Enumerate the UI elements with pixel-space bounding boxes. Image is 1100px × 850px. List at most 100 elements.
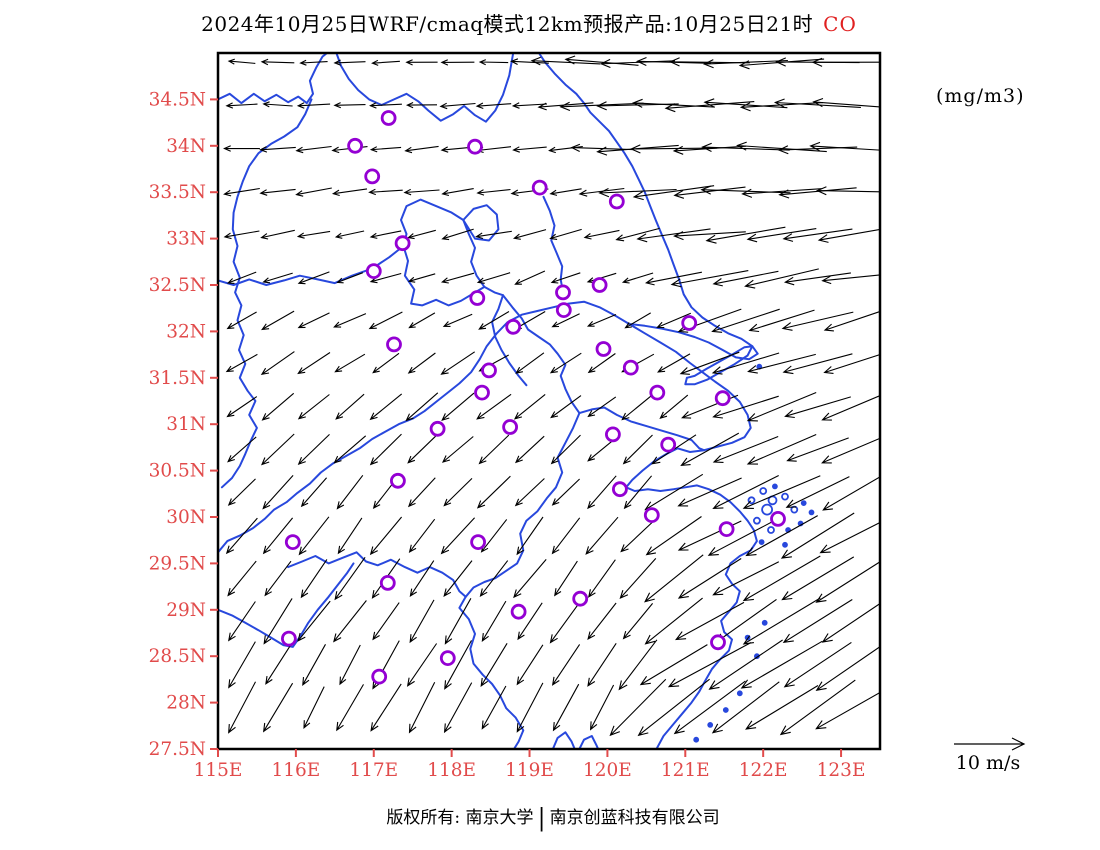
wind-arrow [746,228,817,243]
wind-arrow [369,393,403,421]
city-marker [622,359,639,376]
city-marker [394,235,411,252]
y-tick-label: 34N [166,136,206,157]
plot-frame [216,51,882,751]
wind-arrow [822,476,880,511]
wind-arrow [551,644,581,686]
wind-arrow [587,396,617,418]
boundary-wan-gan-border [287,551,467,598]
wind-arrow [515,352,545,374]
wind-arrow [622,603,654,640]
island [808,509,815,516]
wind-arrow [370,683,402,732]
wind-arrow [407,435,437,464]
wind-arrow [564,55,639,66]
wind-arrow [679,351,740,375]
wind-arrow [823,353,880,374]
wind-arrow [478,434,510,465]
wind-arrow [368,188,403,196]
wind-arrow [513,393,546,420]
wind-arrow [260,58,295,66]
wind-arrow [514,478,545,507]
wind-arrow [609,678,667,737]
wind-arrow [339,644,361,686]
wind-arrow [227,560,257,597]
city-marker [643,507,660,523]
wind-arrow [623,475,653,510]
wind-arrow [259,146,296,153]
wind-arrow [811,57,880,67]
y-tick-label: 32N [166,321,206,342]
wind-arrow [408,312,436,329]
wind-arrow [260,229,295,240]
copyright-left: 版权所有: 南京大学 [386,808,534,828]
y-tick-label: 28.5N [149,646,206,667]
city-marker [474,384,490,401]
wind-arrow [583,229,620,240]
y-tick-label: 33.5N [149,182,206,203]
wind-arrow [673,186,746,199]
wind-arrow [779,679,856,736]
wind-arrow [336,684,364,732]
x-tick-label: 119E [505,760,554,781]
wind-arrow [551,313,580,328]
wind-arrow [744,268,819,289]
wind-arrow [510,58,549,65]
wind-arrow [443,682,473,734]
wind-arrow [784,396,851,419]
city-marker [608,193,625,210]
wind-arrow [371,59,400,66]
wind-arrow [821,602,880,643]
island [782,541,788,548]
boundary-coast-south [625,323,758,749]
wind-arrow [443,478,473,507]
wind-arrow [702,59,788,69]
wind-arrow [746,391,817,422]
wind-arrow [225,102,258,109]
wind-arrow [783,641,852,688]
wind-arrow [669,57,750,67]
island [800,500,807,507]
wind-arrow [409,560,435,598]
wind-arrow [742,555,821,602]
wind-arrow [644,554,704,603]
wind-arrow [444,598,472,645]
wind-arrow [441,392,475,421]
city-marker [371,668,388,685]
wind-arrow [781,311,854,331]
wind-arrow [227,58,256,65]
y-tick-label: 30N [166,507,206,528]
wind-arrow [819,521,880,554]
wind-arrow [407,352,436,374]
wind-arrow [622,434,653,465]
copyright-footer: 版权所有: 南京大学 | 南京创蓝科技有限公司 [386,803,719,833]
wind-arrow [673,231,746,241]
boundary-wan-zhe-border [458,412,581,749]
city-marker [386,336,402,353]
wind-arrow [786,437,849,462]
wind-arrow [516,516,544,556]
wind-arrow [667,642,752,688]
wind-arrow [780,512,855,559]
wind-arrow [295,145,332,154]
wind-arrow [443,560,473,597]
wind-arrow [589,684,615,731]
wind-arrow [742,475,821,509]
wind-arrow [476,393,512,420]
wind-arrow [264,560,292,597]
wind-arrow [368,311,403,330]
wind-arrow [302,644,326,686]
wind-arrow [712,270,779,287]
wind-arrow [782,228,853,242]
city-marker [379,575,396,591]
city-marker [612,481,628,498]
wind-arrow [223,145,260,152]
wind-arrow [712,395,779,419]
wind-arrow [644,597,703,645]
wind-arrow [740,640,823,689]
city-marker [429,420,446,437]
boundary-yangtze-river [218,300,631,554]
wind-arrow [369,146,402,153]
wind-arrow [615,227,660,242]
wind-arrow [621,393,655,421]
